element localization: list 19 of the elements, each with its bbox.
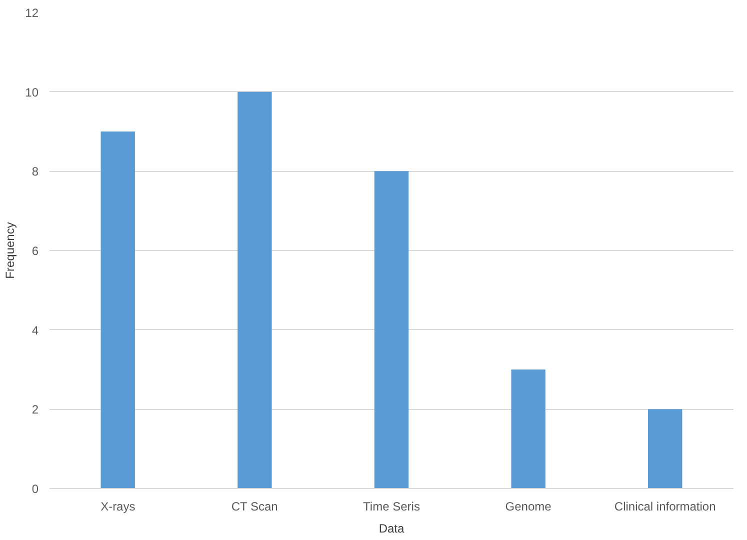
bar [374, 171, 409, 488]
x-tick-label: Clinical information [614, 500, 716, 514]
y-tick-label: 0 [32, 482, 39, 496]
x-tick-label: CT Scan [231, 500, 278, 514]
bar [648, 409, 682, 488]
y-tick-label: 4 [32, 323, 39, 338]
y-tick-label: 2 [32, 402, 39, 417]
bar [100, 132, 135, 488]
y-tick-label: 12 [25, 6, 39, 20]
y-axis-title: Frequency [3, 222, 18, 279]
x-axis-title: Data [378, 522, 404, 536]
y-tick-label: 6 [32, 244, 39, 258]
x-tick-label: Time Seris [363, 500, 420, 514]
x-tick-label: X-rays [100, 500, 136, 514]
y-tick-label: 8 [32, 164, 39, 179]
bar [238, 92, 272, 488]
bar [511, 370, 546, 488]
x-tick-label: Genome [505, 500, 552, 514]
y-tick-label: 10 [25, 85, 39, 100]
